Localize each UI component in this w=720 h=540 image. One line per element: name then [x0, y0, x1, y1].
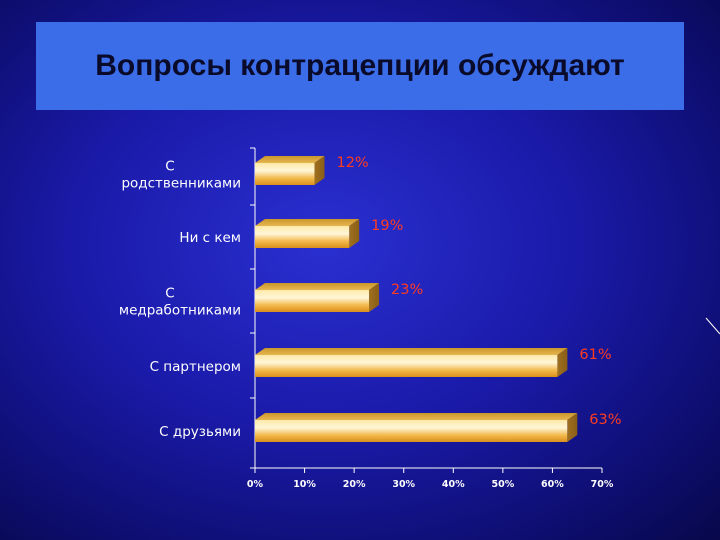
bar [255, 163, 315, 185]
category-label: С [165, 159, 174, 175]
data-label: 12% [336, 155, 368, 171]
bar [255, 420, 568, 442]
category-label: Ни с кем [179, 230, 241, 246]
category-label: родственниками [121, 176, 241, 192]
data-label: 63% [589, 412, 621, 428]
title-banner: Вопросы контрацепции обсуждают [36, 22, 684, 110]
bar-side-face [557, 348, 568, 377]
category-label: С друзьями [159, 424, 241, 440]
bar [255, 290, 370, 312]
bar-side-face [369, 283, 380, 312]
bar-top-face [255, 156, 325, 163]
bar-side-face [349, 219, 360, 248]
data-label: 23% [391, 282, 423, 298]
x-tick-labels: 0% 10% 20% 30% 40% 50% 60% 70% [247, 468, 614, 490]
x-tick-label: 10% [293, 479, 316, 490]
bar-side-face [314, 156, 325, 185]
x-tick-label: 30% [392, 479, 415, 490]
category-label: С партнером [150, 359, 241, 375]
x-tick-label: 50% [491, 479, 514, 490]
category-label: медработниками [119, 303, 241, 319]
category-label: С [165, 286, 174, 302]
chart-title: Вопросы контрацепции обсуждают [95, 49, 625, 82]
x-tick-label: 20% [343, 479, 366, 490]
bar [255, 226, 350, 248]
x-tick-label: 60% [541, 479, 564, 490]
bar-side-face [567, 413, 578, 442]
bar-top-face [255, 283, 380, 290]
x-tick-label: 70% [591, 479, 614, 490]
bar-top-face [255, 219, 360, 226]
bar-top-face [255, 413, 578, 420]
bar [255, 355, 558, 377]
data-label: 61% [579, 347, 611, 363]
x-tick-label: 0% [247, 479, 264, 490]
bar-top-face [255, 348, 568, 355]
deco-line [705, 317, 720, 335]
data-label: 19% [371, 218, 403, 234]
x-tick-label: 40% [442, 479, 465, 490]
